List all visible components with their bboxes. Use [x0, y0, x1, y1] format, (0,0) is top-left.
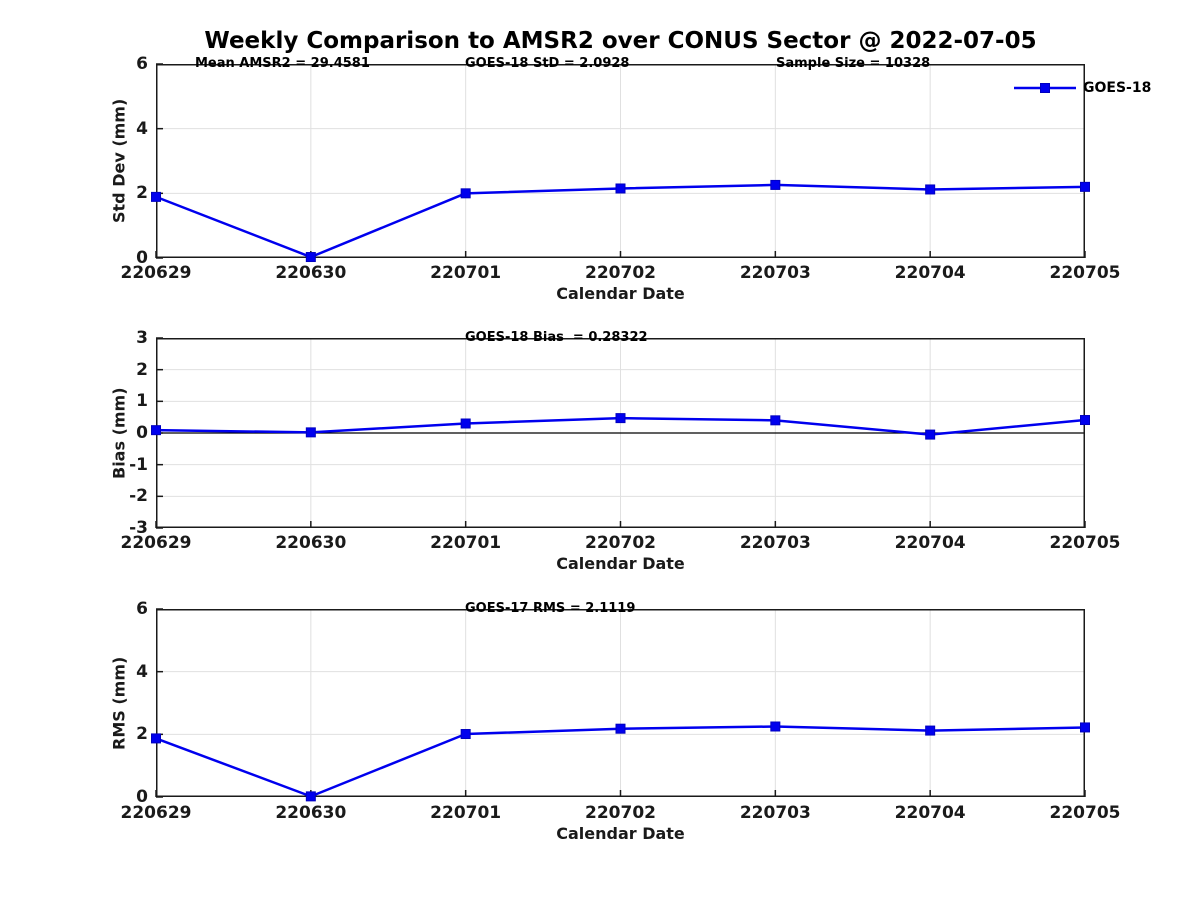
legend-marker — [1040, 83, 1050, 93]
x-axis-label-stddev: Calendar Date — [556, 284, 685, 303]
data-point — [151, 425, 161, 436]
x-tick-label: 220704 — [894, 533, 966, 553]
data-point — [925, 184, 936, 195]
x-tick-label: 220701 — [430, 533, 502, 553]
y-tick-label: 0 — [136, 787, 148, 807]
data-point — [460, 188, 471, 199]
x-tick-label: 220702 — [585, 263, 656, 283]
data-point — [1080, 415, 1090, 426]
data-point — [615, 183, 626, 194]
x-tick-label: 220702 — [585, 803, 656, 823]
legend: GOES-18 — [1014, 78, 1151, 98]
x-tick-label: 220701 — [430, 263, 502, 283]
data-point — [770, 721, 781, 732]
y-tick-label: -3 — [129, 518, 148, 538]
data-point — [305, 791, 316, 802]
legend-label: GOES-18 — [1083, 80, 1152, 96]
data-point — [770, 415, 781, 426]
y-tick-labels-stddev: 0 2 4 6 — [0, 54, 148, 268]
x-tick-label: 220705 — [1049, 533, 1121, 553]
y-tick-label: -2 — [129, 486, 148, 507]
x-tick-label: 220629 — [120, 263, 192, 283]
y-tick-label: 2 — [136, 183, 148, 204]
y-tick-label: 1 — [136, 391, 148, 412]
annotation-goes18-bias: GOES-18 Bias = 0.28322 — [465, 330, 648, 345]
y-tick-labels-rms: 0 2 4 6 — [0, 599, 148, 807]
x-tick-label: 220704 — [894, 263, 966, 283]
y-tick-label: 2 — [136, 724, 148, 745]
x-tick-label: 220703 — [739, 803, 811, 823]
data-point — [615, 723, 626, 734]
y-tick-label: 2 — [136, 359, 148, 380]
data-point — [925, 725, 936, 736]
plot-area-rms — [151, 608, 1090, 802]
data-point — [151, 733, 161, 744]
x-tick-label: 220630 — [275, 803, 347, 823]
x-tick-label: 220703 — [739, 263, 811, 283]
plot-area-bias — [151, 337, 1090, 529]
x-tick-label: 220701 — [430, 803, 502, 823]
data-point — [1080, 722, 1090, 733]
x-tick-labels-bias: 220629 220630 220701 220702 220703 220704 2207… — [121, 533, 1121, 553]
y-tick-label: 4 — [136, 118, 148, 139]
data-point — [305, 252, 316, 263]
y-tick-label: 4 — [136, 661, 148, 682]
x-tick-label: 220629 — [120, 803, 192, 823]
data-point — [460, 729, 471, 740]
y-tick-label: -1 — [129, 454, 148, 475]
chart-title: Weekly Comparison to AMSR2 over CONUS Se… — [204, 28, 1037, 54]
data-point — [770, 179, 781, 190]
x-tick-label: 220702 — [585, 533, 656, 553]
annotation-goes17-rms: GOES-17 RMS = 2.1119 — [465, 601, 636, 616]
data-point — [925, 429, 936, 440]
x-tick-label: 220630 — [275, 263, 347, 283]
x-axis-label-rms: Calendar Date — [556, 824, 685, 843]
x-tick-label: 220705 — [1049, 803, 1121, 823]
y-tick-label: 0 — [136, 248, 148, 268]
y-tick-label: 0 — [136, 423, 148, 443]
x-tick-labels-stddev: 220629 220630 220701 220702 220703 220704 2207… — [121, 263, 1121, 283]
x-tick-label: 220705 — [1049, 263, 1121, 283]
data-point — [460, 418, 471, 429]
annotation-mean-amsr2: Mean AMSR2 = 29.4581 — [195, 56, 370, 71]
x-tick-label: 220704 — [894, 803, 966, 823]
data-point — [305, 427, 316, 438]
annotation-goes18-std: GOES-18 StD = 2.0928 — [465, 56, 630, 71]
legend-line-icon — [1014, 83, 1076, 93]
x-axis-label-bias: Calendar Date — [556, 554, 685, 573]
annotation-sample-size: Sample Size = 10328 — [776, 56, 931, 71]
y-tick-label: 3 — [136, 328, 148, 348]
data-point — [1080, 181, 1090, 192]
y-tick-label: 6 — [136, 599, 148, 619]
x-tick-label: 220703 — [739, 533, 811, 553]
x-tick-labels-rms: 220629 220630 220701 220702 220703 220704 2207… — [121, 803, 1121, 823]
plot-area-stddev — [151, 63, 1090, 263]
y-tick-labels-bias: -3 -2 -1 0 1 2 3 — [0, 328, 148, 538]
x-tick-label: 220629 — [120, 533, 192, 553]
data-point — [615, 413, 626, 424]
y-tick-label: 6 — [136, 54, 148, 74]
data-point — [151, 191, 161, 202]
x-tick-label: 220630 — [275, 533, 347, 553]
